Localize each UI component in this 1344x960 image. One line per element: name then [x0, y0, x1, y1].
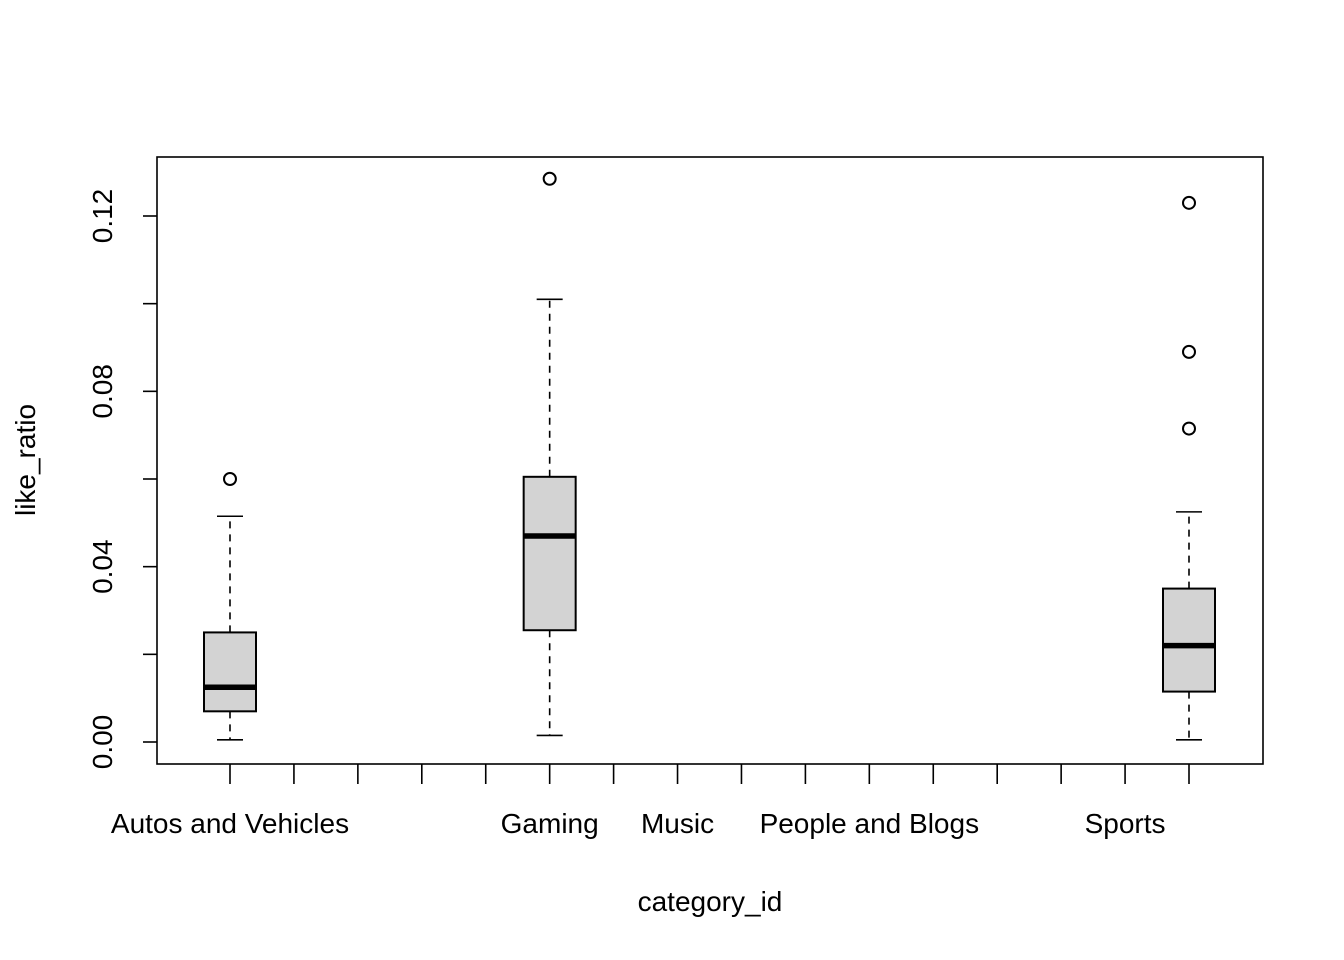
outlier-point [1182, 195, 1196, 210]
iqr-box [1162, 587, 1216, 693]
box-sports [1162, 195, 1216, 741]
box-gaming [522, 171, 577, 737]
box-autos-and-vehicles [203, 472, 257, 741]
y-axis-title: like_ratio [10, 404, 41, 516]
outlier-point [1182, 421, 1196, 436]
x-axis: Autos and Vehicles Gaming Music People and … [111, 764, 1190, 839]
x-axis-title: category_id [638, 886, 783, 917]
outlier-point [1182, 344, 1196, 359]
y-tick-label: 0.04 [87, 539, 118, 594]
plot-frame [156, 156, 1264, 765]
x-tick-label: Music [641, 808, 714, 839]
x-tick-label: Autos and Vehicles [111, 808, 349, 839]
y-tick-label: 0.08 [87, 364, 118, 419]
outlier-point [542, 171, 557, 186]
x-tick-label: Gaming [501, 808, 599, 839]
y-tick-label: 0.12 [87, 189, 118, 244]
x-tick-label: Sports [1085, 808, 1166, 839]
iqr-box [203, 631, 257, 713]
x-tick-label: People and Blogs [760, 808, 980, 839]
y-tick-label: 0.00 [87, 715, 118, 770]
box-group [203, 171, 1216, 741]
iqr-box [522, 475, 577, 632]
outlier-point [223, 472, 237, 486]
y-axis: 0.00 0.04 0.08 0.12 [87, 189, 157, 770]
